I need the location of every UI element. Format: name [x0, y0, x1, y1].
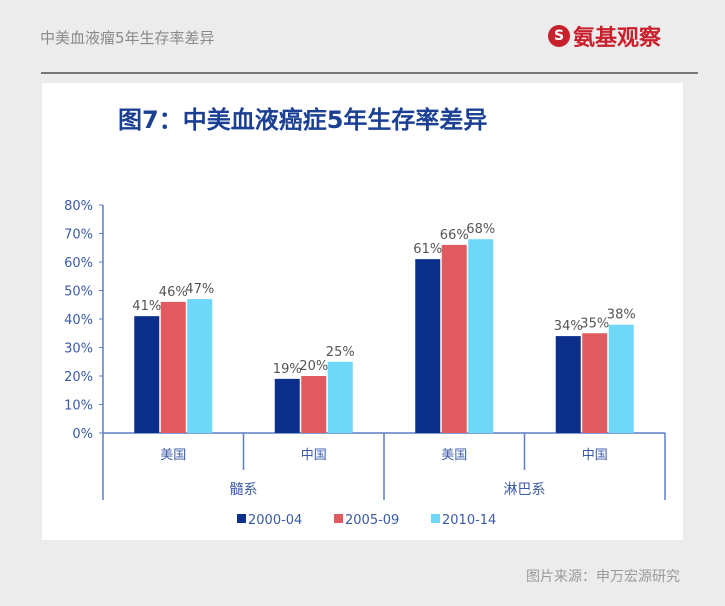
y-tick-label: 50% [64, 285, 93, 300]
source-note: 图片来源：申万宏源研究 [526, 569, 680, 585]
data-label: 41% [132, 299, 161, 314]
legend-label: 2000-04 [248, 513, 302, 528]
bar [415, 259, 441, 433]
y-tick-label: 10% [64, 399, 93, 414]
y-tick-label: 30% [64, 342, 93, 357]
data-label: 38% [607, 308, 636, 323]
header-divider [41, 72, 698, 74]
legend-swatch [334, 514, 343, 523]
y-tick-label: 80% [64, 199, 93, 214]
y-tick-label: 0% [72, 427, 93, 442]
category-label: 中国 [582, 448, 608, 463]
bar [160, 301, 186, 433]
legend-swatch [237, 514, 246, 523]
data-label: 46% [159, 285, 188, 300]
bar [468, 239, 494, 433]
bar [582, 333, 608, 433]
data-label: 20% [299, 359, 328, 374]
y-tick-label: 40% [64, 313, 93, 328]
y-tick-label: 20% [64, 370, 93, 385]
category-label: 中国 [301, 448, 327, 463]
group-label: 淋巴系 [504, 482, 546, 498]
y-tick-label: 60% [64, 256, 93, 271]
legend-swatch [431, 514, 440, 523]
logo: S 氨基观察 [548, 20, 661, 52]
chart-title: 图7：中美血液癌症5年生存率差异 [118, 106, 488, 134]
bar [134, 316, 160, 433]
data-label: 35% [580, 316, 609, 331]
data-label: 68% [466, 222, 495, 237]
bar [274, 378, 300, 433]
data-label: 61% [413, 242, 442, 257]
legend-label: 2005-09 [345, 513, 399, 528]
category-label: 美国 [441, 448, 467, 463]
legend-label: 2010-14 [442, 513, 496, 528]
bar [187, 299, 213, 433]
header-title: 中美血液瘤5年生存率差异 [40, 29, 215, 47]
data-label: 34% [554, 319, 583, 334]
group-label: 髓系 [230, 482, 258, 498]
bar [441, 244, 467, 433]
bar [555, 336, 581, 433]
bar [608, 324, 634, 433]
data-label: 25% [326, 345, 355, 360]
data-label: 47% [185, 282, 214, 297]
category-label: 美国 [160, 448, 186, 463]
logo-text: 氨基观察 [573, 26, 662, 51]
data-label: 19% [273, 362, 302, 377]
chart-panel [42, 83, 683, 540]
bar [301, 376, 327, 433]
logo-icon: S [548, 25, 570, 47]
data-label: 66% [440, 228, 469, 243]
bar [327, 361, 353, 433]
y-tick-label: 70% [64, 228, 93, 243]
